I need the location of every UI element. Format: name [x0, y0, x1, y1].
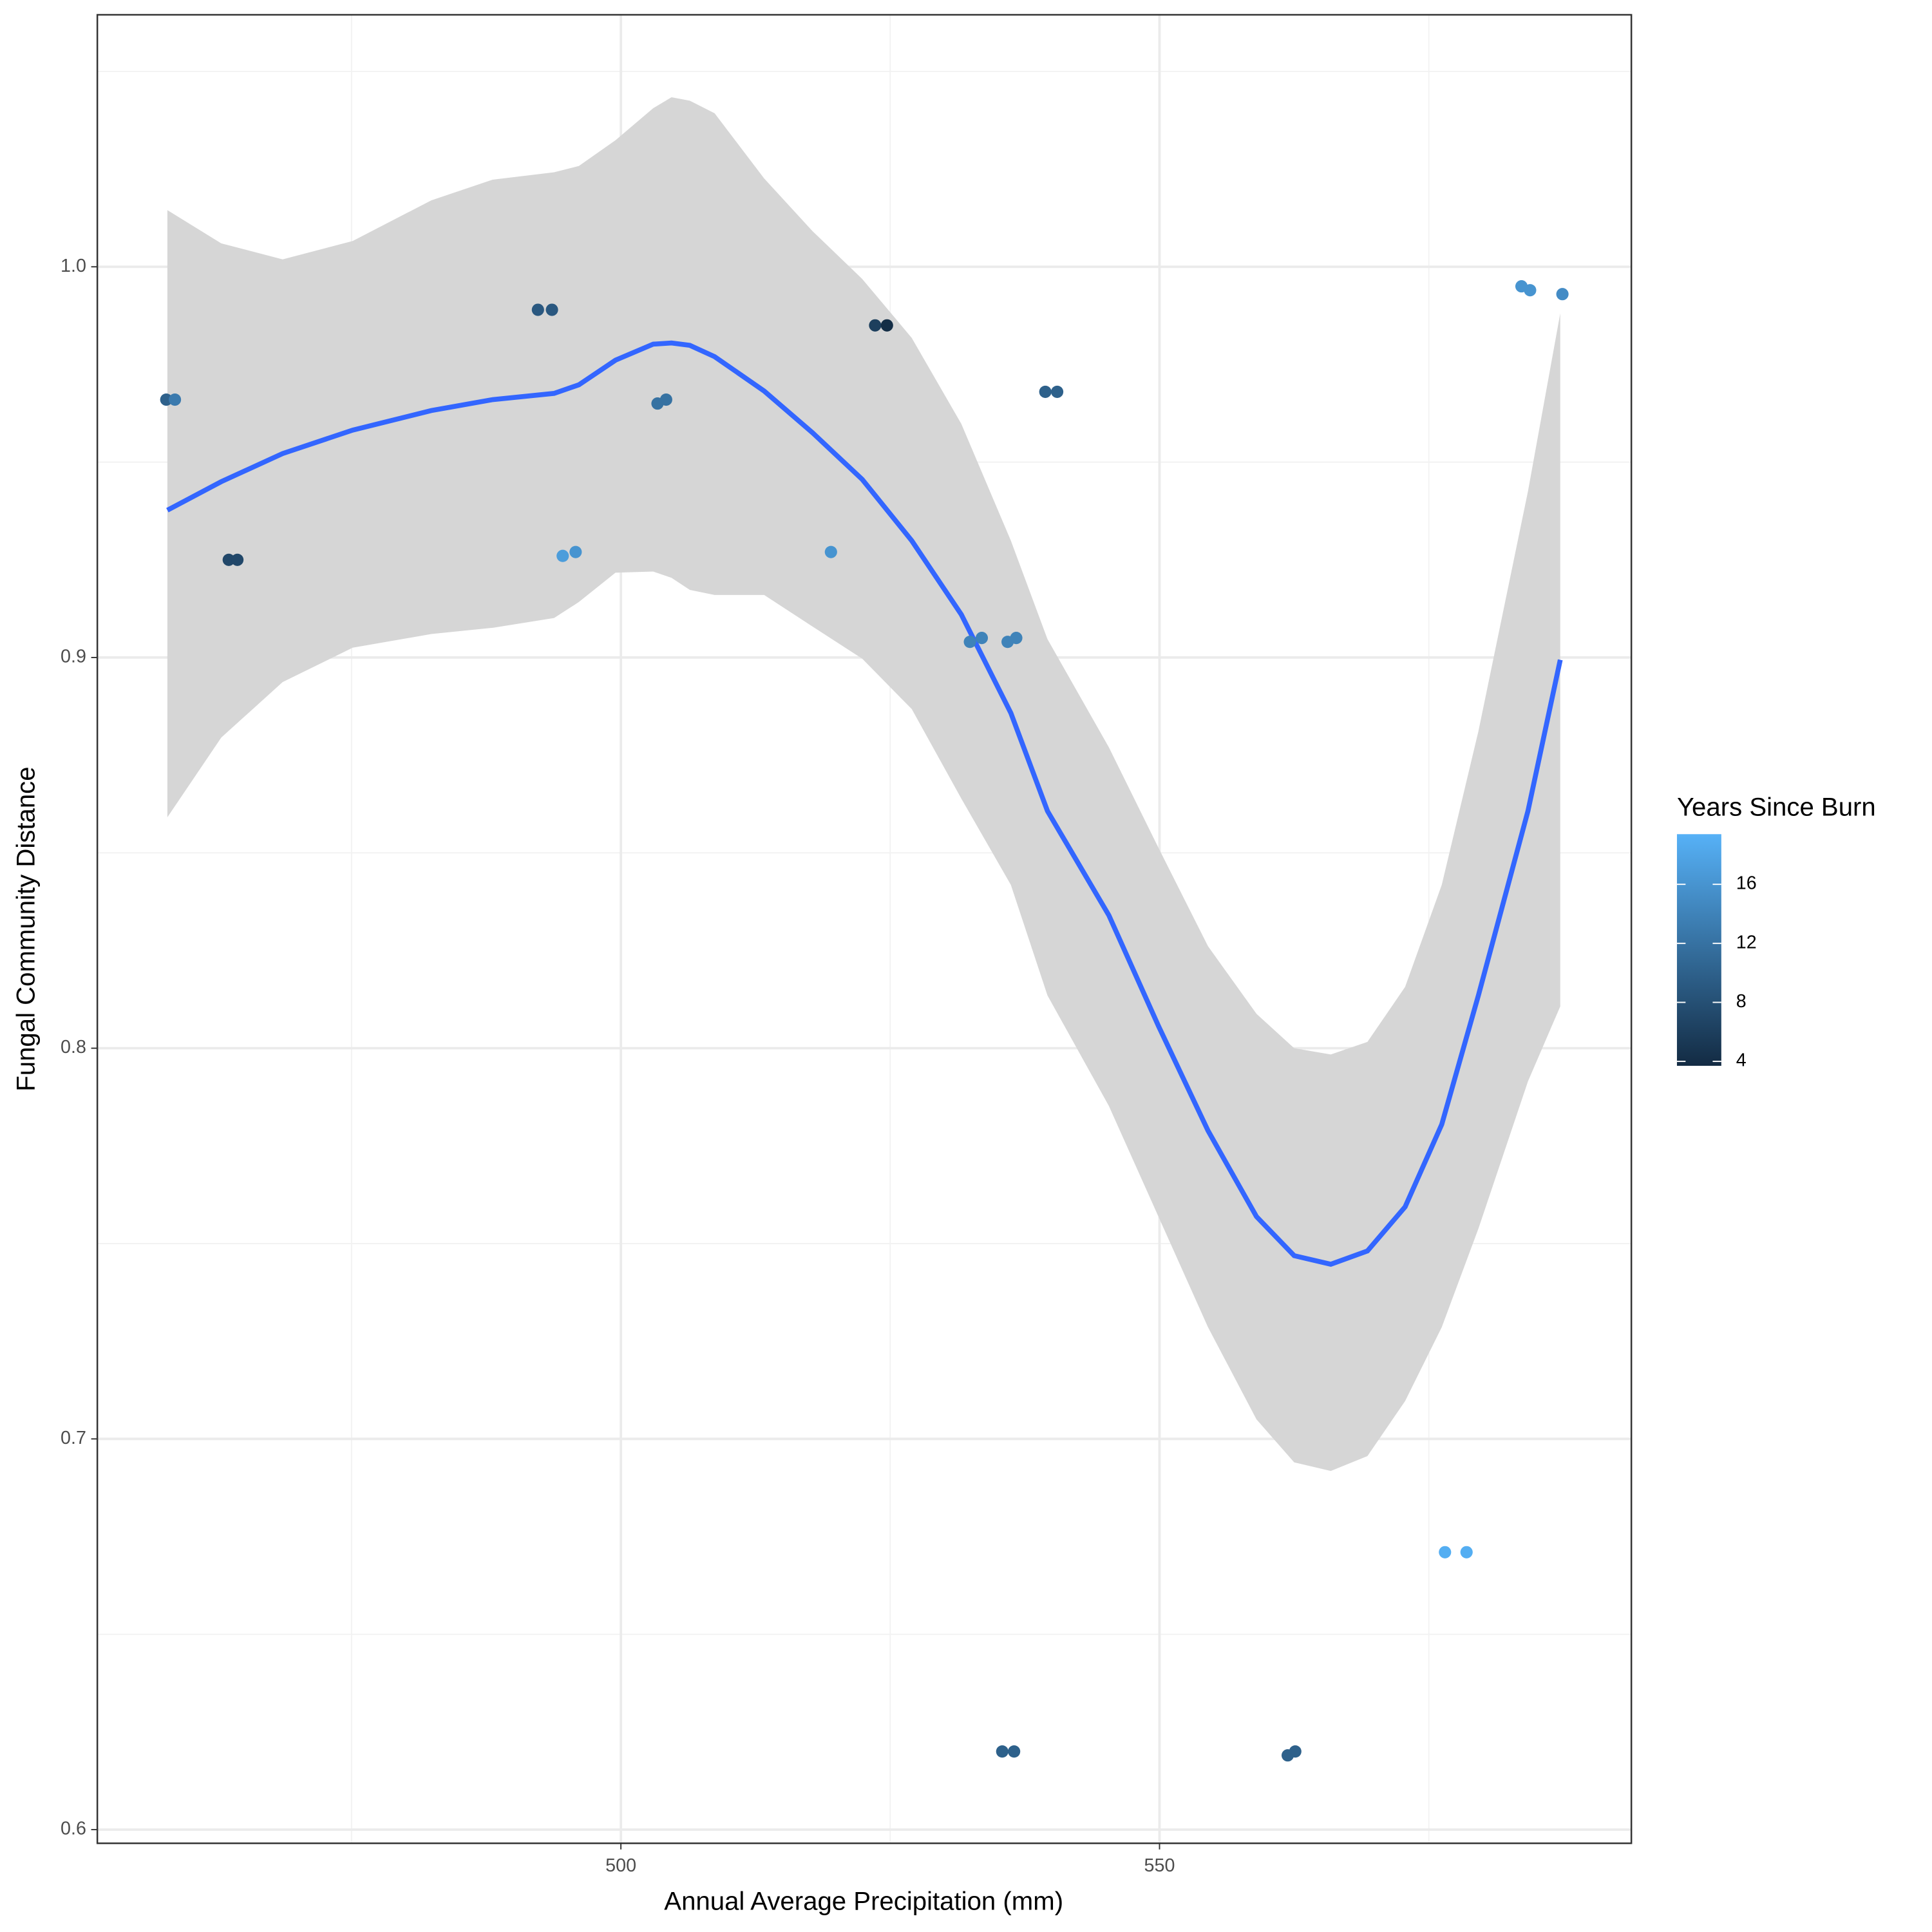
data-point: [160, 393, 173, 406]
data-point: [963, 636, 976, 649]
colorbar-tick-label: 8: [1736, 991, 1747, 1012]
data-point: [531, 303, 544, 316]
data-point: [231, 553, 244, 566]
x-tick-label: 500: [605, 1855, 636, 1876]
data-point: [1556, 288, 1569, 301]
x-axis-title: Annual Average Precipitation (mm): [664, 1887, 1063, 1916]
data-point: [1008, 1745, 1021, 1758]
data-point: [569, 545, 582, 558]
data-point: [1051, 385, 1064, 398]
data-point: [1460, 1546, 1473, 1558]
data-point: [222, 553, 235, 566]
colorbar-tick-label: 16: [1736, 873, 1757, 894]
data-point: [545, 303, 558, 316]
x-tick-label: 550: [1144, 1855, 1175, 1876]
y-tick-label: 1.0: [61, 256, 86, 276]
data-point: [1289, 1745, 1302, 1758]
data-point: [659, 393, 672, 406]
colorbar-tick-label: 4: [1736, 1050, 1747, 1071]
data-point: [1524, 284, 1537, 297]
data-point: [975, 632, 989, 645]
data-point: [880, 319, 893, 332]
y-tick-label: 0.6: [61, 1819, 86, 1839]
panel-border: [96, 14, 1633, 1844]
y-tick-label: 0.7: [61, 1428, 86, 1448]
smooth-line: [166, 340, 1563, 1267]
data-point: [556, 549, 569, 562]
data-point: [824, 545, 837, 558]
legend-title: Years Since Burn: [1677, 793, 1876, 822]
colorbar-tick-label: 12: [1736, 932, 1757, 952]
y-axis-title: Fungal Community Distance: [12, 766, 41, 1091]
y-tick-label: 0.8: [61, 1037, 86, 1057]
data-point: [996, 1745, 1009, 1758]
data-point: [169, 393, 182, 406]
data-point: [1010, 632, 1023, 645]
colorbar: [1676, 834, 1721, 1066]
data-point: [1439, 1546, 1452, 1558]
data-point: [1039, 385, 1052, 398]
confidence-band: [167, 97, 1560, 1472]
data-point: [869, 319, 882, 332]
y-tick-label: 0.9: [61, 647, 86, 667]
plot-area: 500 550 0.6 0.7 0.8 0.9 1.0: [61, 14, 1633, 1876]
